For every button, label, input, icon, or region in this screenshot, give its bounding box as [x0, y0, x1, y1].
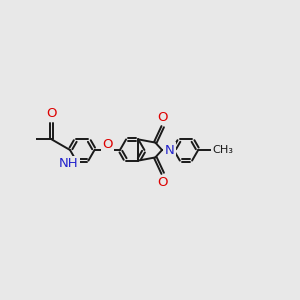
- Text: CH₃: CH₃: [212, 145, 233, 155]
- Text: O: O: [158, 111, 168, 124]
- Text: O: O: [22, 133, 32, 146]
- Text: N: N: [164, 143, 174, 157]
- Text: O: O: [22, 133, 32, 146]
- Text: O: O: [158, 176, 168, 189]
- Text: O: O: [102, 138, 112, 151]
- Text: O: O: [22, 133, 32, 146]
- Text: O: O: [46, 107, 57, 120]
- Text: NH: NH: [59, 158, 78, 170]
